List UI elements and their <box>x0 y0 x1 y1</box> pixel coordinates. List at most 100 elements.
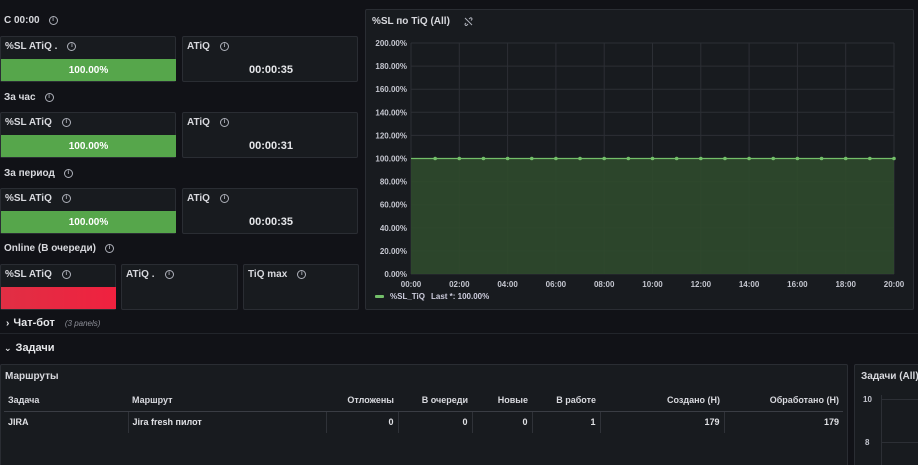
stat-panel-tiq-max[interactable]: TiQ max i <box>243 264 359 310</box>
data-point <box>771 156 776 161</box>
sl-value-bar <box>1 287 116 309</box>
info-icon[interactable]: i <box>219 118 229 127</box>
info-icon[interactable]: i <box>63 169 73 178</box>
data-point <box>529 156 534 161</box>
x-tick-label: 10:00 <box>642 280 663 289</box>
column-header[interactable]: Задача <box>4 390 128 412</box>
data-point <box>674 156 679 161</box>
atiq-value: 00:00:35 <box>248 64 294 76</box>
chevron-down-icon: ⌄ <box>4 342 12 353</box>
info-icon[interactable]: i <box>61 194 71 203</box>
tasks-y-tick: 10 <box>863 395 872 404</box>
data-point <box>868 156 872 161</box>
table-row[interactable]: JIRA Jira fresh пилот 0 0 0 1 179 179 <box>4 411 843 433</box>
x-tick-label: 06:00 <box>546 280 567 289</box>
stat-panel-sl-midnight[interactable]: %SL ATiQ . i 100.00% <box>0 36 176 82</box>
axis-line <box>881 395 882 465</box>
stat-panel-sl-hour[interactable]: %SL ATiQ i 100.00% <box>0 112 176 158</box>
panel-title: Задачи (All) <box>861 371 918 382</box>
legend-color-swatch <box>375 295 384 298</box>
x-tick-label: 04:00 <box>497 280 518 289</box>
sl-value-bar: 100.00% <box>1 135 176 157</box>
row-chatbot[interactable]: › Чат-бот (3 panels) <box>6 317 101 329</box>
info-icon[interactable]: i <box>104 244 114 253</box>
data-point <box>650 156 655 161</box>
table-header-row: Задача Маршрут Отложены В очереди Новые … <box>4 390 843 412</box>
sl-chart-panel[interactable]: %SL по TiQ (All) 200.00% 180.00% 160.00% 14… <box>365 9 914 310</box>
x-tick-label: 02:00 <box>449 280 470 289</box>
data-point <box>554 156 558 161</box>
data-point <box>747 156 751 161</box>
data-point <box>819 156 824 161</box>
stat-panel-atiq-period[interactable]: ATiQ i 00:00:35 <box>182 188 358 234</box>
row-panel-count: (3 panels) <box>64 318 101 328</box>
column-header[interactable]: Новые <box>472 390 532 412</box>
section-label-period: За период i <box>4 168 73 179</box>
data-point <box>505 156 510 161</box>
atiq-value: 00:00:31 <box>248 140 294 152</box>
stat-panel-atiq-hour[interactable]: ATiQ i 00:00:31 <box>182 112 358 158</box>
data-point <box>481 156 486 161</box>
stat-panel-sl-period[interactable]: %SL ATiQ i 100.00% <box>0 188 176 234</box>
column-header[interactable]: Отложены <box>326 390 398 412</box>
column-header[interactable]: Создано (Н) <box>600 390 724 412</box>
sl-value-bar: 100.00% <box>1 59 176 81</box>
table-cell: Jira fresh пилот <box>128 411 327 433</box>
table-cell: 179 <box>600 411 725 433</box>
data-point <box>892 156 896 161</box>
y-tick-label: 20.00% <box>380 247 407 256</box>
info-icon[interactable]: i <box>44 93 54 102</box>
info-icon[interactable]: i <box>297 270 307 279</box>
sl-value-bar: 100.00% <box>1 211 176 233</box>
row-tasks[interactable]: ⌄ Задачи <box>4 342 55 354</box>
series-area <box>411 158 894 274</box>
data-point <box>723 156 727 161</box>
y-tick-label: 180.00% <box>375 62 407 71</box>
y-tick-label: 100.00% <box>375 155 407 164</box>
x-tick-label: 20:00 <box>884 280 905 289</box>
table-cell: 1 <box>532 411 601 433</box>
stat-panel-sl-online[interactable]: %SL ATiQ i <box>0 264 116 310</box>
panel-title: ATiQ . <box>126 269 155 280</box>
stat-panel-atiq-midnight[interactable]: ATiQ i 00:00:35 <box>182 36 358 82</box>
panel-title: Маршруты <box>5 371 59 382</box>
column-header[interactable]: В работе <box>532 390 600 412</box>
info-icon[interactable]: i <box>67 42 77 51</box>
panel-title: %SL ATiQ <box>5 117 52 128</box>
legend-last-value: Last *: 100.00% <box>430 292 490 301</box>
gridline <box>881 442 918 443</box>
column-header[interactable]: Маршрут <box>128 390 326 412</box>
section-label-hour: За час i <box>4 92 54 103</box>
chart-title: %SL по TiQ (All) <box>372 16 450 27</box>
info-icon[interactable]: i <box>219 194 229 203</box>
gridline <box>881 399 918 400</box>
x-tick-label: 14:00 <box>739 280 760 289</box>
y-tick-label: 40.00% <box>380 224 407 233</box>
panel-title: ATiQ <box>187 193 210 204</box>
chart-legend[interactable]: %SL_TiQ Last *: 100.00% <box>375 292 489 301</box>
y-tick-label: 80.00% <box>380 178 407 187</box>
info-icon[interactable]: i <box>219 42 229 51</box>
data-point <box>699 156 703 161</box>
y-tick-label: 140.00% <box>375 108 407 117</box>
column-header[interactable]: Обработано (Н) <box>724 390 843 412</box>
data-point <box>795 156 800 161</box>
info-icon[interactable]: i <box>61 118 71 127</box>
panel-title: %SL ATiQ <box>5 269 52 280</box>
no-link-icon[interactable] <box>464 17 473 26</box>
atiq-value: 00:00:35 <box>248 216 294 228</box>
row-divider <box>0 333 918 334</box>
tasks-all-panel[interactable]: Задачи (All) 10 8 <box>854 364 918 465</box>
info-icon[interactable]: i <box>48 16 58 25</box>
section-label-online: Online (В очереди) i <box>4 243 114 254</box>
stat-panel-atiq-online[interactable]: ATiQ . i <box>121 264 238 310</box>
column-header[interactable]: В очереди <box>398 390 472 412</box>
info-icon[interactable]: i <box>61 270 71 279</box>
tasks-y-tick: 8 <box>865 438 870 447</box>
data-point <box>578 156 582 161</box>
y-tick-label: 200.00% <box>375 39 407 48</box>
x-tick-label: 00:00 <box>401 280 422 289</box>
y-tick-label: 60.00% <box>380 201 407 210</box>
panel-title: ATiQ <box>187 41 210 52</box>
info-icon[interactable]: i <box>164 270 174 279</box>
